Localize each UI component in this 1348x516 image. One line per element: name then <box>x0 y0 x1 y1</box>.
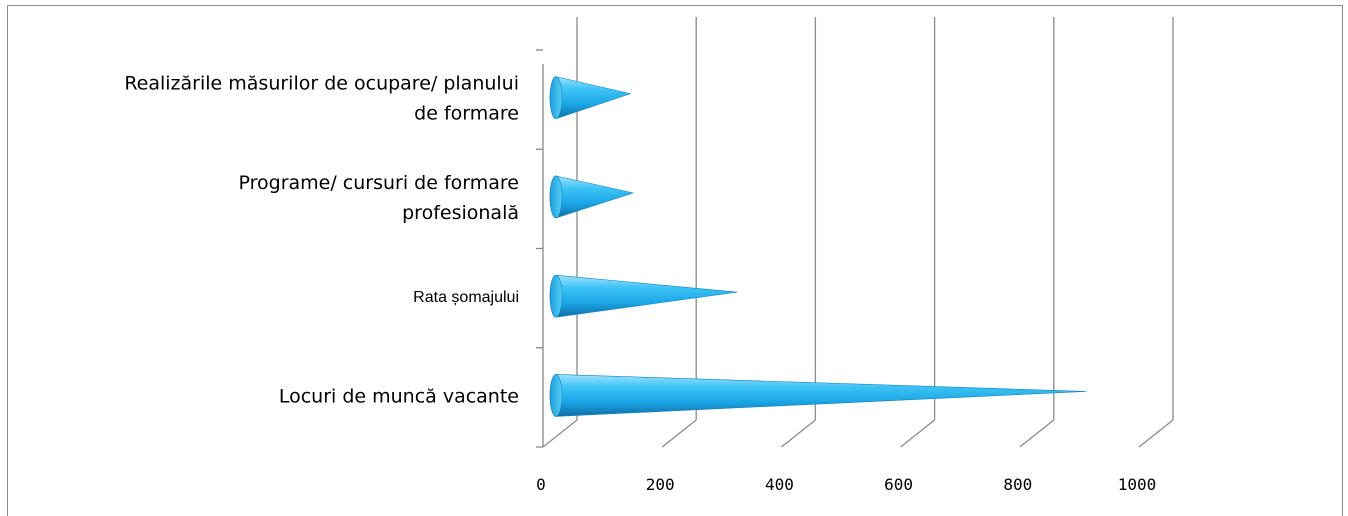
cone-body <box>549 175 635 219</box>
cone-base <box>549 76 563 119</box>
floor-edge-600 <box>900 419 936 448</box>
cones <box>549 76 1087 417</box>
cone-bar-2 <box>549 274 738 318</box>
floor-edge-0 <box>542 419 578 448</box>
chart-frame <box>7 5 1343 516</box>
x-tick-label-200: 200 <box>646 475 675 494</box>
cone-body <box>549 274 738 318</box>
category-label-2: Rata șomajului <box>413 289 519 306</box>
category-label-line: Programe/ cursuri de formare <box>239 172 519 194</box>
cone-bar-1 <box>549 175 635 219</box>
category-labels: Realizările măsurilor de ocupare/ planul… <box>124 73 519 408</box>
cone-base <box>549 175 563 219</box>
category-label-line: profesională <box>402 202 519 224</box>
x-tick-label-0: 0 <box>536 475 546 494</box>
cone-bar-3 <box>549 374 1087 417</box>
category-label-1: Programe/ cursuri de formare profesională <box>239 172 519 224</box>
x-axis-tick-labels: 0 200 400 600 800 1000 <box>536 475 1156 494</box>
cone-bar-0 <box>549 76 632 119</box>
x-tick-label-800: 800 <box>1003 475 1032 494</box>
floor-edge-800 <box>1019 419 1055 448</box>
floor-edge-200 <box>661 419 697 448</box>
category-label-0: Realizările măsurilor de ocupare/ planul… <box>124 73 519 125</box>
category-label-line: de formare <box>414 103 519 125</box>
cone-base <box>549 374 563 417</box>
x-tick-label-1000: 1000 <box>1118 475 1157 494</box>
floor-edge-400 <box>780 419 816 448</box>
category-label-line: Rata șomajului <box>413 289 519 306</box>
x-tick-label-400: 400 <box>765 475 794 494</box>
cone-base <box>549 274 563 318</box>
category-label-3: Locuri de muncă vacante <box>279 385 519 407</box>
x-tick-label-600: 600 <box>884 475 913 494</box>
category-label-line: Realizările măsurilor de ocupare/ planul… <box>124 73 519 95</box>
floor-edge-1000 <box>1138 419 1174 448</box>
category-label-line: Locuri de muncă vacante <box>279 385 519 407</box>
cone-body <box>549 374 1087 417</box>
